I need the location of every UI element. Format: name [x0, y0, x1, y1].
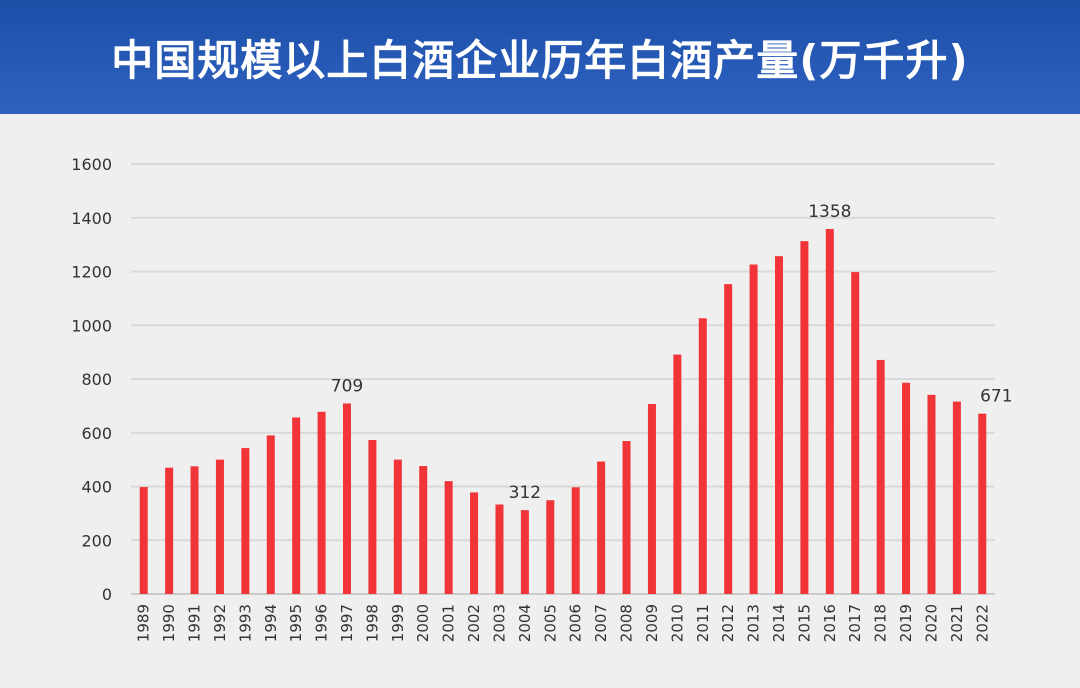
bar: [317, 411, 326, 594]
x-tick-label: 1995: [287, 604, 305, 642]
bar: [139, 487, 148, 594]
bar: [800, 241, 809, 594]
x-tick-label: 1992: [211, 604, 229, 642]
bar: [495, 504, 504, 594]
x-tick-label: 2007: [592, 604, 610, 642]
bar: [292, 417, 301, 594]
data-label: 709: [331, 376, 363, 396]
x-tick-label: 2012: [719, 604, 737, 642]
y-tick-label: 1400: [71, 209, 112, 228]
bar: [215, 459, 224, 594]
bar: [749, 264, 758, 594]
x-tick-label: 1997: [338, 604, 356, 642]
y-tick-label: 1200: [71, 263, 112, 282]
bar: [470, 492, 479, 594]
data-label: 312: [509, 483, 541, 503]
x-tick-label: 2004: [516, 604, 534, 642]
bar-chart: 0 200 400 600 800 1000 1200 1400 1600 1989 1990 199…: [71, 155, 1012, 642]
bar: [597, 461, 606, 594]
bar: [165, 467, 174, 594]
bar: [368, 440, 377, 594]
chart-area: 0 200 400 600 800 1000 1200 1400 1600 1989 1990 199…: [0, 114, 1080, 684]
y-tick-label: 400: [81, 478, 112, 497]
y-tick-label: 1600: [71, 155, 112, 174]
x-tick-label: 2003: [490, 604, 508, 642]
bar: [393, 459, 402, 594]
x-tick-label: 2019: [897, 604, 915, 642]
y-tick-label: 200: [81, 531, 112, 550]
bar: [698, 318, 707, 594]
x-tick-label: 2020: [922, 604, 940, 642]
bar: [241, 448, 250, 594]
y-tick-label: 600: [81, 424, 112, 443]
bar: [927, 394, 936, 594]
bar: [419, 466, 428, 594]
bar: [825, 229, 834, 594]
x-tick-label: 2009: [643, 604, 661, 642]
x-tick-label: 1998: [363, 604, 381, 642]
x-tick-label: 2001: [440, 604, 458, 642]
y-tick-label: 0: [102, 585, 112, 604]
bar: [952, 401, 961, 594]
y-tick-label: 800: [81, 370, 112, 389]
bar: [343, 403, 351, 594]
bar: [724, 284, 733, 594]
x-tick-label: 2010: [668, 604, 686, 642]
bar: [978, 413, 987, 594]
bar: [902, 382, 911, 594]
bar: [647, 403, 656, 594]
x-tick-label: 2016: [821, 604, 839, 642]
bar: [520, 510, 529, 594]
chart-title: 中国规模以上白酒企业历年白酒产量(万千升): [111, 35, 969, 85]
y-tick-label: 1000: [71, 316, 112, 335]
chart-header: 中国规模以上白酒企业历年白酒产量(万千升): [0, 0, 1080, 114]
x-tick-label: 2017: [846, 604, 864, 642]
x-tick-label: 2000: [414, 604, 432, 642]
bar: [622, 441, 631, 594]
bar: [266, 435, 275, 594]
x-tick-label: 2013: [745, 604, 763, 642]
x-tick-label: 1994: [262, 604, 280, 642]
x-tick-label: 2014: [770, 604, 788, 642]
bar: [546, 500, 555, 594]
x-tick-label: 2021: [948, 604, 966, 642]
x-tick-label: 2015: [795, 604, 813, 642]
x-tick-label: 2006: [567, 604, 585, 642]
bar: [190, 466, 199, 594]
x-tick-label: 1999: [389, 604, 407, 642]
x-tick-label: 2022: [973, 604, 991, 642]
x-tick-label: 2018: [872, 604, 890, 642]
bar: [571, 487, 580, 594]
bar: [876, 359, 885, 594]
x-tick-label: 1990: [160, 604, 178, 642]
x-tick-label: 1991: [186, 604, 204, 642]
x-tick-label: 2002: [465, 604, 483, 642]
bar: [444, 481, 453, 594]
bar: [775, 256, 783, 594]
x-tick-label: 2008: [618, 604, 636, 642]
bar: [851, 272, 860, 594]
x-tick-label: 2011: [694, 604, 712, 642]
x-tick-label: 1989: [135, 604, 153, 642]
x-tick-label: 2005: [541, 604, 559, 642]
data-label: 671: [980, 387, 1012, 407]
x-tick-label: 1996: [313, 604, 331, 642]
bar: [673, 354, 682, 594]
x-tick-label: 1993: [236, 604, 254, 642]
data-label: 1358: [808, 202, 851, 222]
